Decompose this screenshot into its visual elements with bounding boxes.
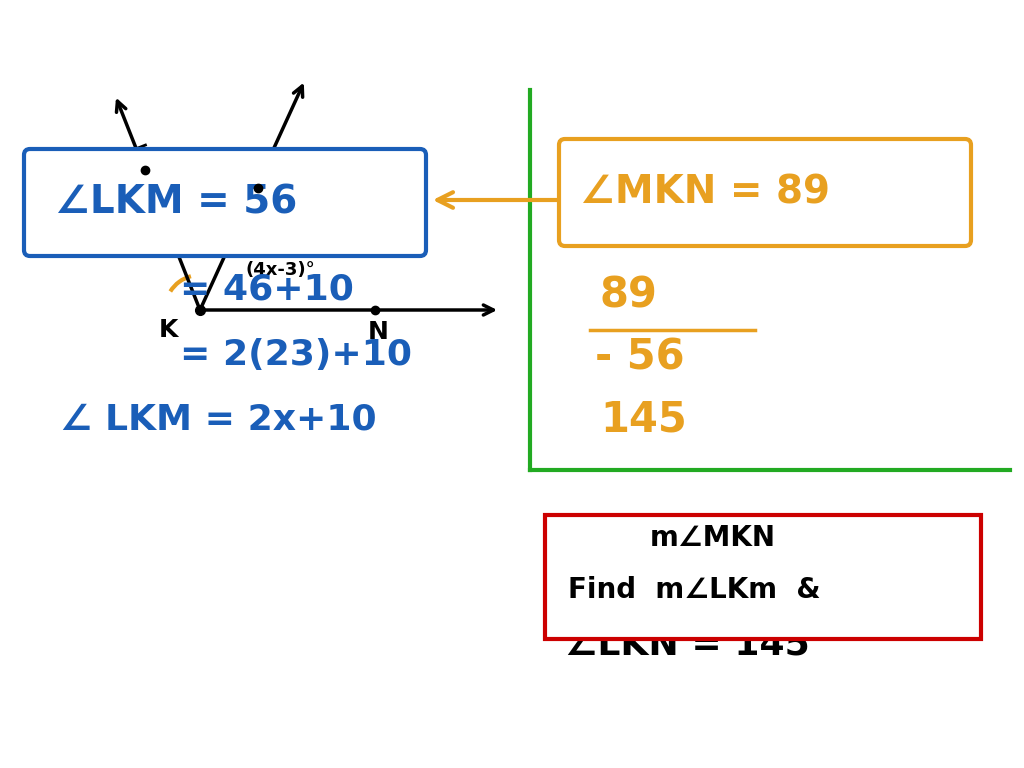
- Text: 89: 89: [600, 274, 657, 316]
- Text: ∠MKN = 89: ∠MKN = 89: [580, 173, 830, 211]
- Text: m∠MKN: m∠MKN: [650, 524, 776, 552]
- Text: Find  m∠LKm  &: Find m∠LKm &: [568, 576, 820, 604]
- Text: ∠LKM = 56: ∠LKM = 56: [55, 183, 297, 221]
- Text: (2x+10)°: (2x+10)°: [145, 166, 234, 184]
- FancyBboxPatch shape: [24, 149, 426, 256]
- Text: - 56: - 56: [595, 337, 685, 379]
- Text: (4x-3)°: (4x-3)°: [245, 261, 314, 279]
- Text: = 2(23)+10: = 2(23)+10: [180, 338, 412, 372]
- Text: L: L: [77, 146, 93, 170]
- Text: n: n: [309, 153, 327, 177]
- Text: K: K: [159, 318, 178, 342]
- Text: = 46+10: = 46+10: [180, 273, 354, 307]
- FancyBboxPatch shape: [545, 515, 981, 639]
- Text: ∠LKN = 145°: ∠LKN = 145°: [565, 628, 827, 662]
- Text: N: N: [368, 320, 388, 344]
- Text: ∠ LKM = 2x+10: ∠ LKM = 2x+10: [60, 403, 377, 437]
- Text: 145: 145: [600, 399, 687, 441]
- FancyBboxPatch shape: [559, 139, 971, 246]
